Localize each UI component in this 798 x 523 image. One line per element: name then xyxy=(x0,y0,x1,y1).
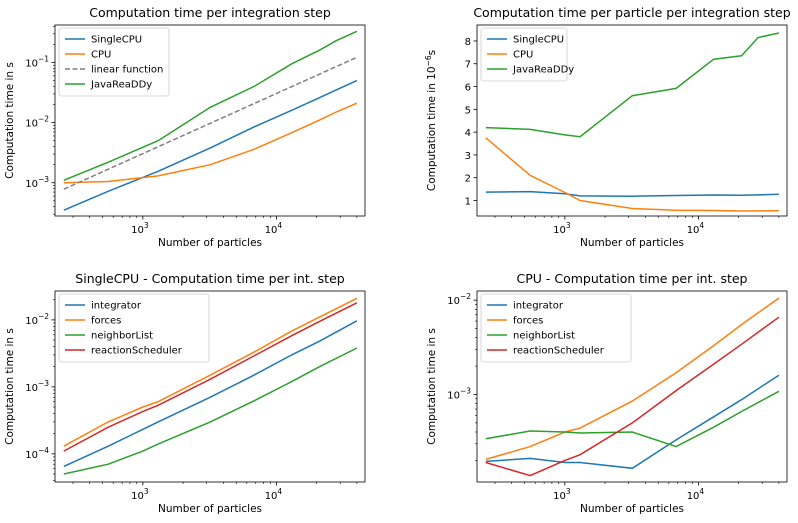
chart-title: Computation time per particle per integr… xyxy=(473,5,790,20)
legend-entry-integrator: integrator xyxy=(91,301,142,312)
series-line-reactionscheduler xyxy=(485,316,780,477)
legend-entry-linear-function: linear function xyxy=(91,65,163,76)
x-tick-label: 103 xyxy=(553,487,571,502)
y-tick-label: 2 xyxy=(465,174,471,185)
y-tick-label: 10−2 xyxy=(25,115,49,130)
x-tick-label: 104 xyxy=(265,487,283,502)
y-axis-label: Computation time in s xyxy=(4,328,16,445)
legend: integrator forces neighborList reactionSche… xyxy=(58,293,210,363)
y-tick-label: 3 xyxy=(465,151,471,162)
y-axis-label: Computation time in 10−6s xyxy=(424,50,438,191)
chart-panel-2: 103 104 1 2 3 4 5 6 7 8 Computation time per parti… xyxy=(424,5,791,249)
x-tick-label: 103 xyxy=(131,487,149,502)
series-line-singlecpu xyxy=(485,190,779,197)
y-tick-label: 5 xyxy=(465,105,471,116)
legend-entry-reactionscheduler: reactionScheduler xyxy=(91,346,183,357)
x-axis-label: Number of particles xyxy=(580,237,684,249)
x-tick-label: 104 xyxy=(687,487,705,502)
chart-title: CPU - Computation time per int. step xyxy=(517,271,748,286)
series-line-reactionscheduler xyxy=(63,302,358,452)
y-tick-label: 10−3 xyxy=(447,386,471,401)
plot-frame xyxy=(54,24,366,217)
y-tick-label: 10−3 xyxy=(25,175,49,190)
legend-entry-cpu: CPU xyxy=(91,50,111,61)
legend-entry-singlecpu: SingleCPU xyxy=(513,35,564,46)
y-tick-label: 6 xyxy=(465,83,471,94)
legend: SingleCPU CPU JavaReaDDy xyxy=(480,27,574,82)
plot-frame xyxy=(54,290,366,483)
series-line-forces xyxy=(485,297,780,461)
y-tick-label: 4 xyxy=(465,128,471,139)
x-tick-label: 104 xyxy=(687,221,705,236)
series-line-forces xyxy=(63,297,358,447)
series-line-integrator xyxy=(485,374,780,470)
x-tick-label: 103 xyxy=(553,221,571,236)
x-axis-label: Number of particles xyxy=(158,237,262,249)
legend-entry-forces: forces xyxy=(513,316,543,327)
x-tick-label: 103 xyxy=(131,221,149,236)
legend-frame xyxy=(480,293,632,363)
legend-frame xyxy=(58,27,170,97)
legend-frame xyxy=(480,27,568,82)
series-line-neighborlist xyxy=(485,390,780,448)
y-axis-label: Computation time in s xyxy=(426,328,438,445)
chart-title: Computation time per integration step xyxy=(89,5,331,20)
y-tick-label: 7 xyxy=(465,60,471,71)
x-axis-label: Number of particles xyxy=(158,503,262,515)
y-tick-label: 10−4 xyxy=(25,446,49,461)
y-tick-label: 10−2 xyxy=(25,312,49,327)
legend: SingleCPU CPU linear function JavaReaDDy xyxy=(58,27,170,97)
legend-entry-javareaddy: JavaReaDDy xyxy=(90,80,152,91)
series-line-cpu xyxy=(485,137,779,212)
y-tick-label: 10−2 xyxy=(447,292,471,307)
plot-frame xyxy=(476,24,788,217)
series-line-javareaddy xyxy=(485,32,780,138)
legend: integrator forces neighborList reactionSche… xyxy=(480,293,632,363)
y-tick-label: 8 xyxy=(465,37,471,48)
series-line-neighborlist xyxy=(63,347,358,475)
y-axis-label: Computation time in s xyxy=(4,62,16,179)
legend-entry-forces: forces xyxy=(91,316,121,327)
plot-frame xyxy=(476,290,788,483)
y-tick-label: 10−1 xyxy=(25,54,49,69)
chart-panel-4: 103 104 10−3 10−2 CPU - Computation time per… xyxy=(426,271,788,515)
legend-entry-integrator: integrator xyxy=(513,301,564,312)
legend-entry-neighborlist: neighborList xyxy=(91,331,153,342)
legend-entry-cpu: CPU xyxy=(513,50,533,61)
chart-panel-1: 103 104 10−3 10−2 10−1 Computation time per i… xyxy=(4,5,366,249)
legend-entry-neighborlist: neighborList xyxy=(513,331,575,342)
y-tick-label: 1 xyxy=(465,197,471,208)
legend-entry-reactionscheduler: reactionScheduler xyxy=(513,346,605,357)
chart-title: SingleCPU - Computation time per int. st… xyxy=(75,271,344,286)
x-axis-label: Number of particles xyxy=(580,503,684,515)
legend-entry-javareaddy: JavaReaDDy xyxy=(512,65,574,76)
series-line-linear-function xyxy=(63,56,358,190)
chart-panel-3: 103 104 10−4 10−3 10−2 SingleCPU - Computatio… xyxy=(4,271,366,515)
series-line-singlecpu xyxy=(63,79,358,211)
legend-frame xyxy=(58,293,210,363)
series-line-javareaddy xyxy=(63,30,358,181)
y-tick-label: 10−3 xyxy=(25,379,49,394)
legend-entry-singlecpu: SingleCPU xyxy=(91,35,142,46)
x-tick-label: 104 xyxy=(265,221,283,236)
series-line-integrator xyxy=(63,320,358,468)
series-line-cpu xyxy=(63,102,358,184)
